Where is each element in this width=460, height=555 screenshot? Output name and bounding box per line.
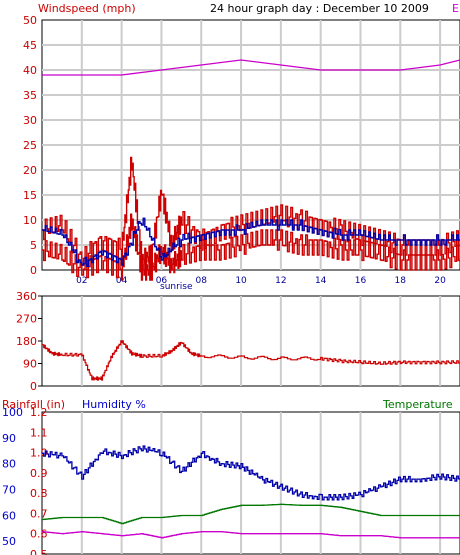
rainfall-ytick: 0.5 — [30, 548, 48, 555]
humidity-line — [42, 445, 460, 501]
humidity-ytick: 50 — [2, 535, 16, 548]
humidity-ytick: 80 — [2, 458, 16, 471]
wind-speed-line — [42, 213, 460, 281]
humidity-ytick: 70 — [2, 483, 16, 496]
truncated-label: E — [452, 2, 459, 15]
rainfall-ytick: 0.7 — [30, 507, 48, 520]
humidity-ytick: 90 — [2, 432, 16, 445]
wind-xtick: 02 — [76, 276, 87, 286]
wind-ytick: 30 — [23, 114, 37, 127]
humidity-ytick: 100 — [2, 406, 23, 419]
chart-title: 24 hour graph day : December 10 2009 — [210, 2, 429, 15]
wind-average-line — [42, 217, 460, 267]
wind-xtick: 06 — [156, 276, 168, 286]
wind-ytick: 0 — [30, 264, 37, 277]
wind-xtick: 08 — [196, 276, 208, 286]
wind-xtick: 10 — [235, 276, 247, 286]
direction-ytick: 180 — [16, 335, 37, 348]
direction-ytick: 0 — [30, 380, 37, 393]
wind-ytick: 45 — [23, 39, 37, 52]
humidity-ytick: 60 — [2, 509, 16, 522]
wind-ytick: 15 — [23, 189, 37, 202]
rainfall-ytick: 1.1 — [30, 426, 48, 439]
wind-ytick: 25 — [23, 139, 37, 152]
wind-ytick: 35 — [23, 89, 37, 102]
series-lines — [42, 59, 460, 539]
wind-xtick: 04 — [116, 276, 128, 286]
rainfall-ytick: 0.6 — [30, 528, 48, 541]
direction-ytick: 90 — [23, 358, 37, 371]
wind-ytick: 40 — [23, 64, 37, 77]
windspeed-label: Windspeed (mph) — [38, 2, 136, 15]
wind-ytick: 5 — [30, 239, 37, 252]
pressure-line — [42, 59, 460, 76]
wind-xtick: 16 — [355, 276, 367, 286]
wind-ytick: 20 — [23, 164, 37, 177]
rainfall-ytick: 0.8 — [30, 487, 48, 500]
wind-ytick: 50 — [23, 14, 37, 27]
humidity-label: Humidity % — [82, 398, 146, 411]
direction-ytick: 270 — [16, 313, 37, 326]
wind-xtick: 14 — [315, 276, 327, 286]
wind-gust-line — [42, 156, 460, 271]
direction-line — [42, 340, 460, 381]
pressure-line-bottom — [42, 531, 460, 539]
rainfall-ytick: 0.9 — [30, 467, 48, 480]
tick-labels: 0 5 10 15 20 25 30 35 40 45 50 02 04 06 08 10 12 14 16 18 20… — [2, 14, 446, 555]
temperature-label: Temperature — [382, 398, 453, 411]
rainfall-ytick: 1.2 — [30, 406, 48, 419]
sunrise-label: sunrise — [160, 282, 193, 292]
wind-xtick: 20 — [434, 276, 446, 286]
wind-ytick: 10 — [23, 214, 37, 227]
temperature-line — [42, 503, 460, 525]
wind-xtick: 18 — [395, 276, 407, 286]
bottom-panel-frame — [41, 411, 460, 555]
wind-xtick: 12 — [275, 276, 286, 286]
rainfall-label: Rainfall (in) — [2, 398, 65, 411]
direction-ytick: 360 — [16, 290, 37, 303]
